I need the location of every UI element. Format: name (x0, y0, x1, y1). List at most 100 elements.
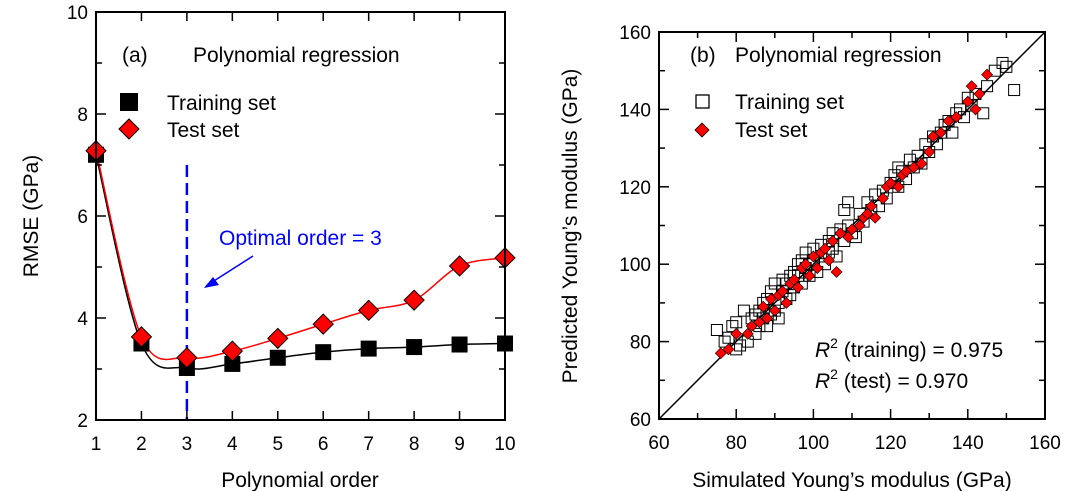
test-point (869, 211, 882, 224)
legend-a-test-marker (118, 118, 140, 140)
test-point (776, 285, 789, 298)
y-tick-label: 2 (77, 411, 88, 432)
panel-a-frame (95, 11, 506, 421)
test-point (357, 299, 380, 322)
training-point (768, 277, 781, 290)
x-tick-label: 7 (363, 434, 374, 455)
training-point (224, 355, 241, 372)
training-point (784, 289, 797, 302)
test-point (780, 296, 793, 309)
training-point (360, 340, 377, 357)
training-point (930, 138, 943, 151)
test-point (714, 347, 727, 360)
test-point (788, 273, 801, 286)
training-point (718, 335, 731, 348)
y-tick-label: 6 (77, 207, 88, 228)
y-tick-label: 8 (77, 105, 88, 126)
test-point (130, 326, 153, 348)
training-point (451, 336, 468, 353)
test-point (876, 192, 889, 205)
x-tick-label: 8 (409, 434, 420, 455)
y-tick-label: 80 (630, 333, 651, 354)
training-point (869, 188, 882, 201)
panel-b-ylabel: Predicted Young’s modulus (GPa) (559, 69, 582, 384)
test-point (448, 255, 471, 277)
r2-test-annotation: R2 (test) = 0.970 (815, 366, 968, 393)
test-point (819, 242, 831, 255)
x-tick-label: 9 (454, 434, 465, 455)
optimal-order-arrowhead (204, 277, 219, 288)
panel-a-marks (85, 140, 516, 420)
training-point (988, 64, 1001, 77)
x-tick-label: 60 (648, 433, 669, 454)
training-curve (95, 154, 506, 370)
x-tick-label: 1 (91, 434, 102, 455)
r2-training-text: (training) = 0.975 (838, 339, 1003, 362)
training-point (830, 250, 843, 263)
r2-test-text: (test) = 0.970 (838, 370, 968, 393)
legend-a-test-label: Test set (167, 119, 240, 142)
training-point (919, 138, 932, 151)
test-point (811, 262, 824, 274)
training-point (799, 246, 812, 259)
x-tick-label: 6 (318, 434, 329, 455)
y-tick-label: 4 (77, 309, 88, 330)
training-point (911, 149, 924, 162)
x-tick-label: 80 (726, 433, 747, 454)
test-point (757, 300, 770, 313)
panel-b-scatter-chart: 60 80 100 120 140 160 60 80 100 120 140 160 (b) Pol… (559, 23, 1061, 491)
panel-a-label: (a) (122, 44, 148, 67)
training-point (1000, 60, 1013, 73)
y-tick-label: 100 (619, 255, 651, 276)
test-point (176, 347, 198, 369)
test-point (403, 289, 425, 311)
panel-a-title: Polynomial regression (193, 44, 400, 67)
test-point (722, 343, 735, 356)
training-point (730, 316, 743, 329)
test-point (312, 313, 334, 335)
test-point (267, 327, 289, 350)
test-point (973, 87, 986, 100)
test-point (822, 254, 835, 267)
r2-training-annotation: R2 (training) = 0.975 (815, 335, 1003, 362)
test-point (969, 103, 982, 116)
test-point (792, 281, 804, 294)
x-tick-label: 10 (494, 434, 515, 455)
test-point (861, 207, 874, 220)
training-point (977, 107, 990, 120)
training-point (903, 153, 916, 166)
test-point (834, 227, 847, 240)
x-tick-label: 160 (1029, 433, 1061, 454)
test-point (846, 223, 858, 236)
panel-b-title: Polynomial regression (735, 44, 942, 67)
test-point (768, 304, 781, 317)
test-point (981, 68, 994, 81)
r2-test-symbol: R (815, 370, 830, 393)
test-point (900, 165, 912, 178)
training-point (946, 126, 959, 139)
x-tick-label: 4 (227, 434, 238, 455)
training-point (776, 273, 789, 286)
legend-a-training-marker (120, 93, 138, 111)
test-point (961, 95, 974, 108)
optimal-order-annotation: Optimal order = 3 (219, 227, 382, 250)
legend-b-test-label: Test set (735, 119, 808, 142)
test-point (799, 258, 812, 271)
test-point (730, 327, 743, 340)
training-point (722, 331, 735, 344)
y-tick-label: 60 (630, 410, 651, 431)
training-point (710, 323, 723, 336)
panel-a-ylabel: RMSE (GPa) (20, 155, 43, 278)
y-tick-label: 120 (619, 178, 651, 199)
test-point (965, 80, 978, 93)
test-point (934, 126, 947, 139)
training-point (734, 339, 747, 352)
legend-b-test-marker (694, 122, 710, 138)
test-point (853, 219, 866, 232)
test-point (884, 177, 897, 189)
x-tick-label: 100 (798, 433, 830, 454)
test-point (221, 340, 244, 362)
test-point (923, 146, 936, 158)
test-point (741, 327, 754, 340)
